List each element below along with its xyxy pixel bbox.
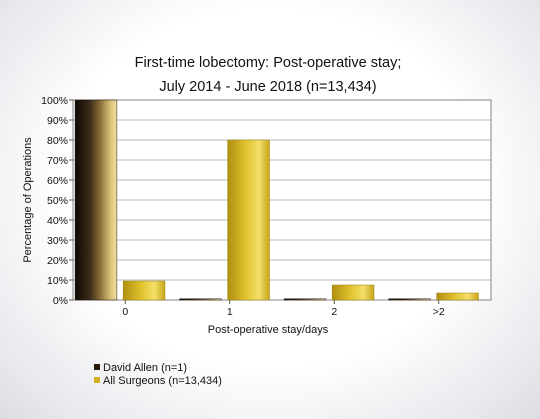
x-tick-label: 2	[331, 306, 337, 318]
bar-all-surgeons	[331, 284, 375, 301]
chart-title-line-1: First-time lobectomy: Post-operative sta…	[135, 55, 402, 71]
y-axis-title: Percentage of Operations	[22, 137, 34, 263]
y-tick-label: 10%	[47, 275, 68, 287]
x-tick-label: 1	[227, 306, 233, 318]
gridlines	[73, 119, 491, 281]
y-tick-label: 30%	[47, 235, 68, 247]
y-tick-label: 80%	[47, 135, 68, 147]
legend-swatch	[94, 377, 100, 383]
y-tick-label: 70%	[47, 155, 68, 167]
legend-swatch	[94, 364, 100, 370]
bar-all-surgeons	[436, 292, 479, 301]
bar-all-surgeons	[227, 139, 270, 301]
y-tick-label: 20%	[47, 255, 68, 267]
bar-david-allen	[74, 99, 118, 301]
y-tick-label: 0%	[53, 295, 68, 307]
x-axis-ticks: 0 1 2 >2	[122, 300, 445, 318]
y-axis-ticks: 0% 10% 20% 30% 40% 50% 60% 70% 80% 90% 100%	[41, 95, 73, 307]
legend: David Allen (n=1)All Surgeons (n=13,434)	[94, 362, 222, 387]
bar-david-allen	[388, 298, 431, 301]
y-tick-label: 40%	[47, 215, 68, 227]
y-tick-label: 100%	[41, 95, 68, 107]
legend-label: All Surgeons (n=13,434)	[103, 375, 222, 387]
x-axis-title: Post-operative stay/days	[208, 324, 329, 336]
bar-all-surgeons	[122, 280, 166, 301]
x-tick-label: 0	[122, 306, 128, 318]
chart-title-line-2: July 2014 - June 2018 (n=13,434)	[159, 79, 376, 95]
bar-david-allen	[179, 298, 222, 301]
bars	[74, 99, 479, 301]
x-tick-label: >2	[433, 306, 445, 318]
legend-label: David Allen (n=1)	[103, 362, 187, 374]
y-tick-label: 90%	[47, 115, 68, 127]
bar-david-allen	[283, 298, 327, 301]
y-tick-label: 50%	[47, 195, 68, 207]
y-tick-label: 60%	[47, 175, 68, 187]
